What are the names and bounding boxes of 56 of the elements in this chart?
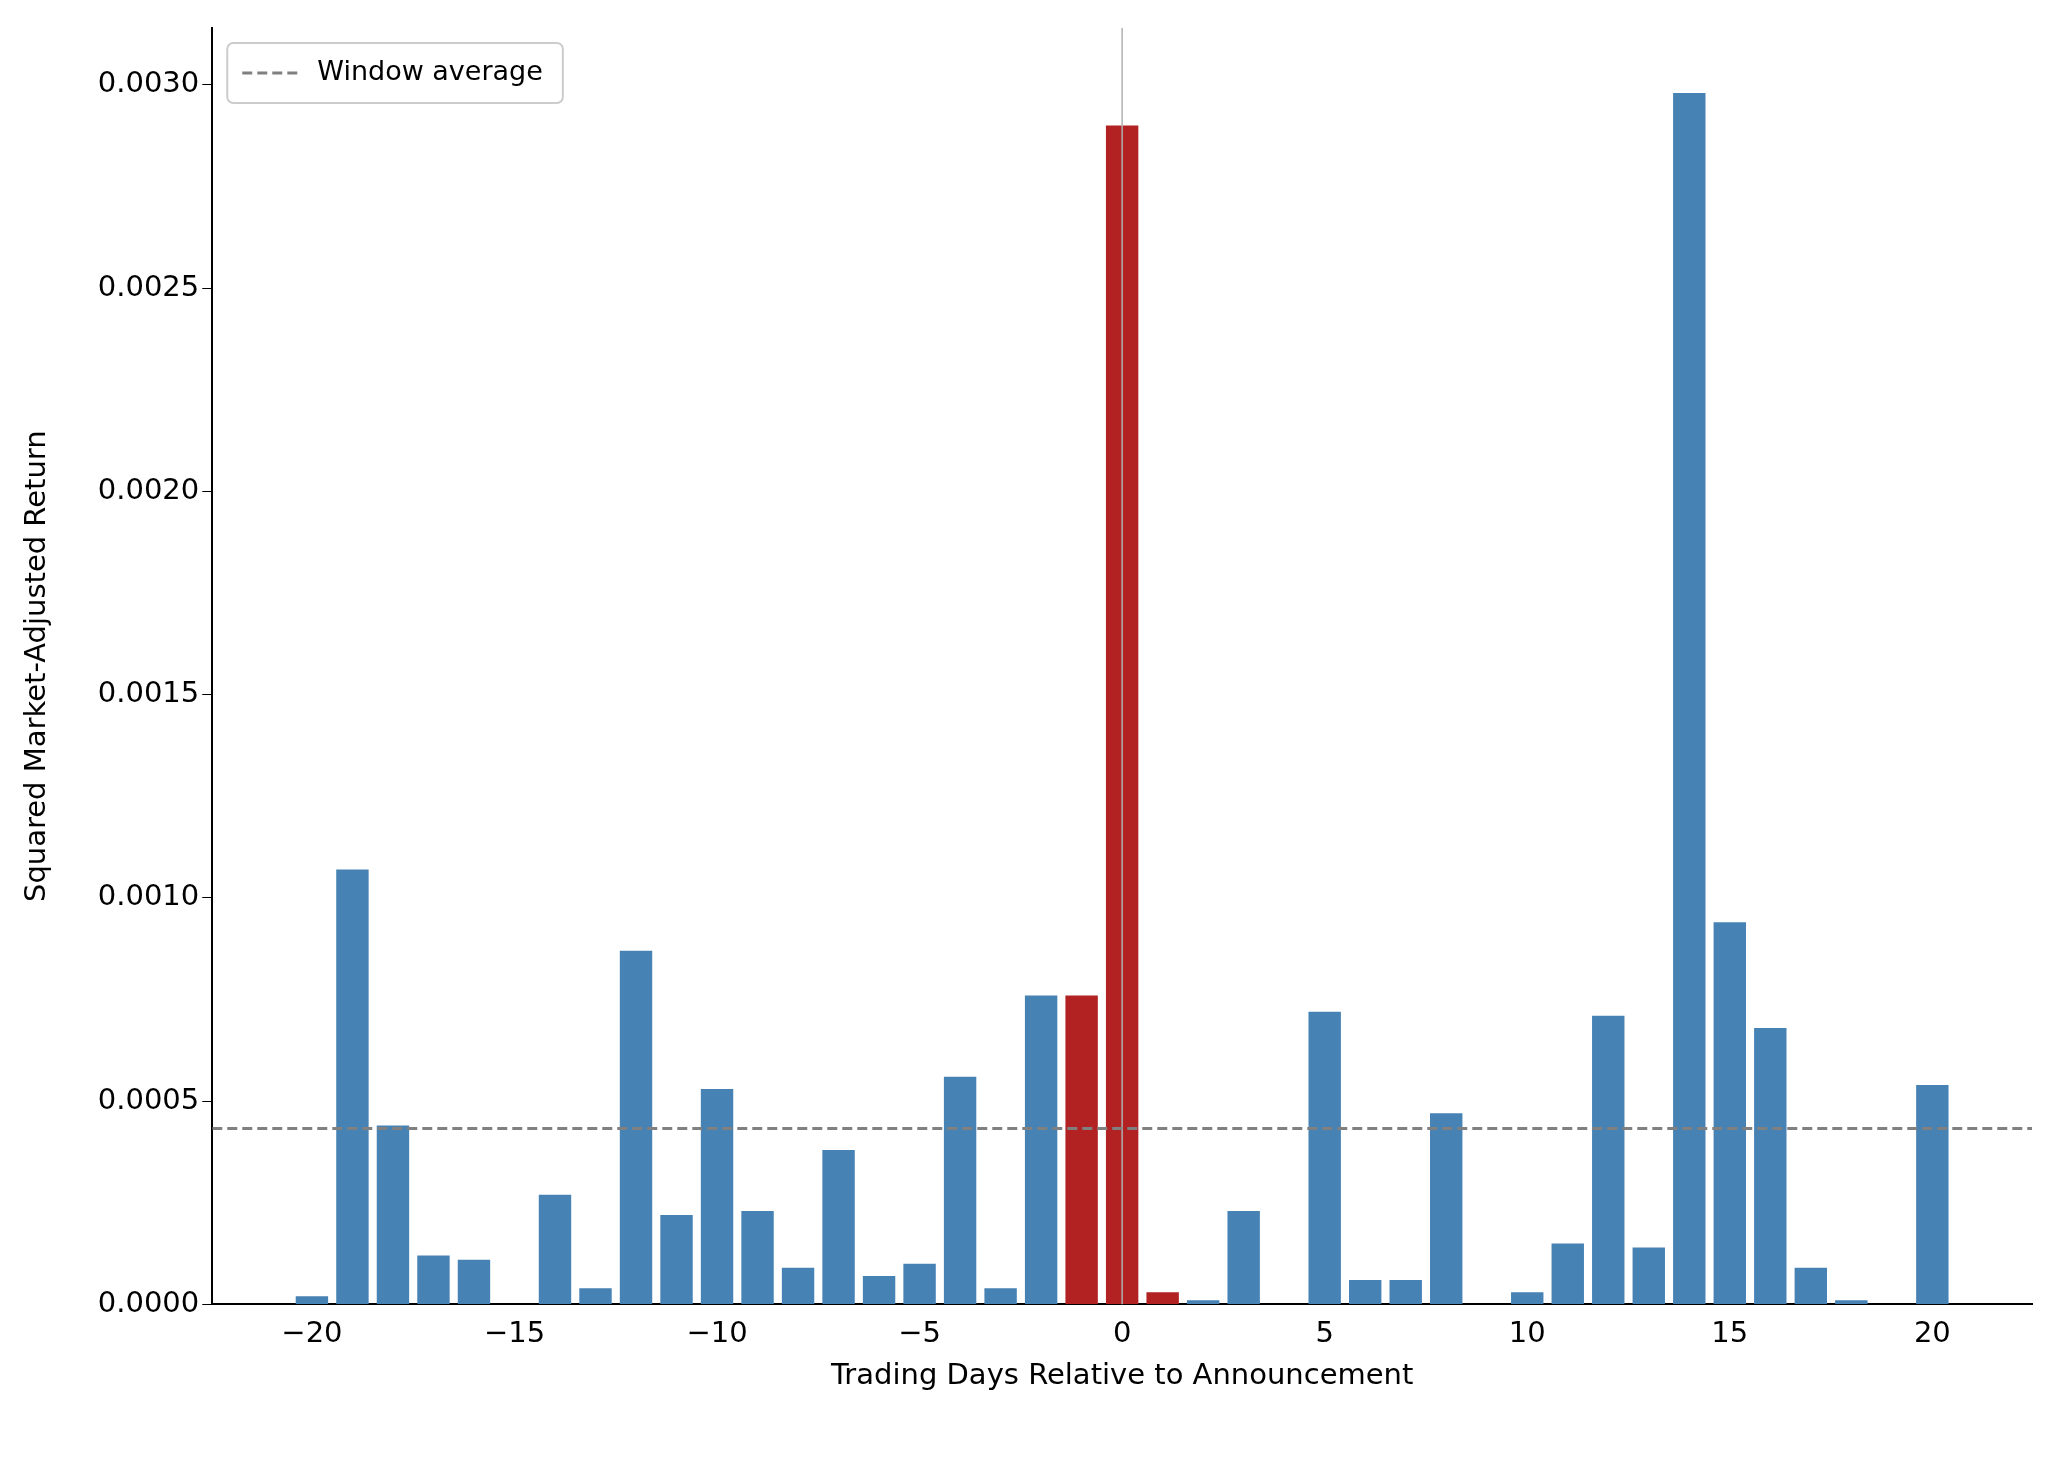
bar — [619, 950, 653, 1304]
y-axis-title: Squared Market-Adjusted Return — [17, 430, 52, 902]
bar — [538, 1194, 572, 1304]
bar — [1592, 1015, 1625, 1304]
bar — [1673, 93, 1706, 1304]
bar — [579, 1288, 612, 1304]
bar — [1794, 1267, 1828, 1304]
bar — [660, 1214, 693, 1304]
y-tick-label: 0.0000 — [97, 1284, 200, 1319]
bar — [376, 1125, 410, 1304]
x-tick-label: 15 — [1711, 1315, 1749, 1350]
x-tick-label: 10 — [1508, 1315, 1546, 1350]
y-tick-label: 0.0025 — [97, 268, 200, 303]
bar — [1227, 1210, 1260, 1304]
x-tick-label: −5 — [898, 1315, 941, 1350]
bar — [903, 1263, 936, 1304]
y-tick-label: 0.0010 — [97, 878, 200, 913]
x-axis-title: Trading Days Relative to Announcement — [829, 1357, 1414, 1392]
bar — [700, 1088, 734, 1304]
x-tick-label: 5 — [1315, 1315, 1334, 1350]
bar — [984, 1288, 1017, 1304]
bar — [943, 1076, 977, 1304]
bar — [295, 1296, 329, 1304]
x-tick-label: −10 — [686, 1315, 748, 1350]
bar — [822, 1149, 855, 1304]
bar — [862, 1275, 896, 1304]
x-tick-label: 0 — [1112, 1315, 1132, 1350]
x-tick-label: −20 — [281, 1315, 343, 1350]
legend-label: Window average — [317, 55, 543, 87]
bar — [457, 1259, 491, 1304]
bar — [1105, 125, 1139, 1304]
bar — [1389, 1280, 1422, 1304]
bar — [1713, 922, 1746, 1304]
bar — [417, 1255, 450, 1304]
bar — [1308, 1011, 1341, 1304]
bar — [781, 1267, 815, 1304]
y-tick-label: 0.0015 — [97, 675, 200, 710]
bar — [1511, 1292, 1544, 1304]
bar — [1754, 1027, 1787, 1304]
bar — [1430, 1113, 1463, 1304]
y-tick-label: 0.0005 — [97, 1081, 200, 1116]
bar — [741, 1210, 774, 1304]
bar — [1632, 1247, 1665, 1304]
bar — [1065, 995, 1098, 1304]
y-tick-label: 0.0020 — [97, 471, 200, 506]
bar — [1186, 1300, 1220, 1304]
bar — [1146, 1292, 1179, 1304]
x-tick-label: 20 — [1913, 1315, 1951, 1350]
bar — [1551, 1243, 1584, 1304]
bar — [1348, 1280, 1382, 1304]
bar — [1835, 1300, 1868, 1304]
x-tick-label: −15 — [483, 1315, 546, 1350]
bar — [1916, 1084, 1949, 1304]
y-tick-label: 0.0030 — [97, 65, 200, 100]
bar — [336, 869, 369, 1304]
bar — [1024, 995, 1058, 1304]
